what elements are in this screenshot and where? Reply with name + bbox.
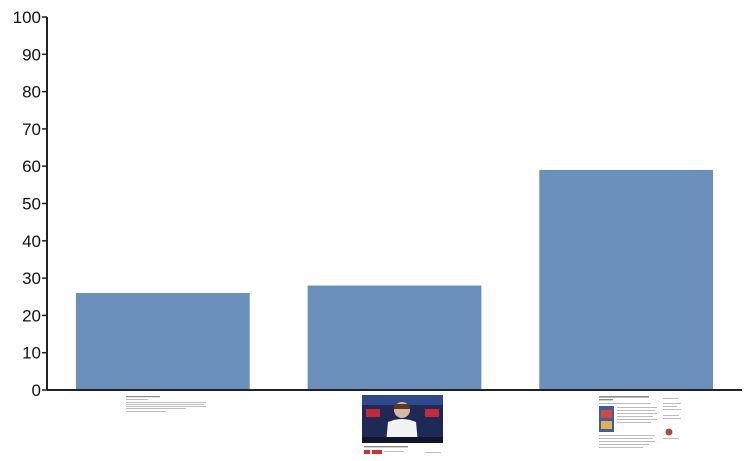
y-tick-label: 0 <box>32 381 41 400</box>
y-tick-label: 90 <box>22 45 41 64</box>
bar-2 <box>307 285 482 390</box>
y-tick-label: 100 <box>13 8 41 27</box>
y-axis: 0 10 20 30 40 50 60 70 80 90 100 <box>13 8 47 400</box>
bars <box>75 169 714 390</box>
y-tick-label: 80 <box>22 83 41 102</box>
bar-3 <box>539 169 714 390</box>
y-tick-label: 20 <box>22 306 41 325</box>
y-tick-label: 10 <box>22 344 41 363</box>
y-tick-label: 50 <box>22 195 41 214</box>
category-thumbnail-text-document <box>124 394 208 414</box>
y-tick-label: 60 <box>22 157 41 176</box>
y-tick-label: 40 <box>22 232 41 251</box>
y-tick-label: 30 <box>22 269 41 288</box>
category-thumbnail-video-page <box>362 395 443 459</box>
bar-1 <box>75 293 250 390</box>
category-thumbnail-article-page <box>597 394 683 456</box>
y-tick-label: 70 <box>22 120 41 139</box>
